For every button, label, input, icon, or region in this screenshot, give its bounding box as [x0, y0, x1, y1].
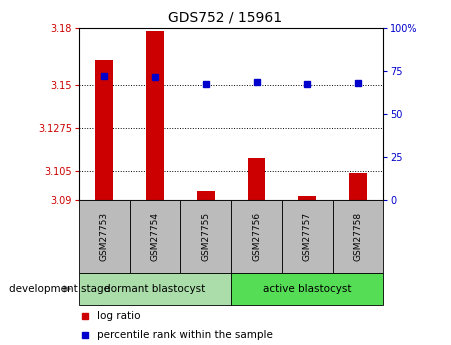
Bar	[180, 200, 231, 273]
Bar	[96, 60, 113, 200]
Bar	[231, 273, 383, 305]
Text: GSM27756: GSM27756	[252, 212, 261, 261]
Text: GSM27755: GSM27755	[201, 212, 210, 261]
Bar	[282, 200, 333, 273]
Text: GSM27758: GSM27758	[354, 212, 363, 261]
Bar	[197, 190, 215, 200]
Bar	[79, 273, 231, 305]
Text: GSM27754: GSM27754	[151, 212, 160, 261]
Text: dormant blastocyst: dormant blastocyst	[104, 284, 206, 294]
Bar	[248, 158, 265, 200]
Text: development stage: development stage	[9, 284, 110, 294]
Text: log ratio: log ratio	[97, 312, 141, 322]
Bar	[332, 200, 383, 273]
Text: active blastocyst: active blastocyst	[263, 284, 351, 294]
Text: GDS752 / 15961: GDS752 / 15961	[168, 10, 283, 24]
Bar	[130, 200, 180, 273]
Bar	[349, 173, 367, 200]
Bar	[299, 196, 316, 200]
Bar	[231, 200, 282, 273]
Text: GSM27753: GSM27753	[100, 212, 109, 261]
Bar	[79, 200, 129, 273]
Bar	[146, 31, 164, 200]
Text: percentile rank within the sample: percentile rank within the sample	[97, 330, 273, 340]
Text: GSM27757: GSM27757	[303, 212, 312, 261]
